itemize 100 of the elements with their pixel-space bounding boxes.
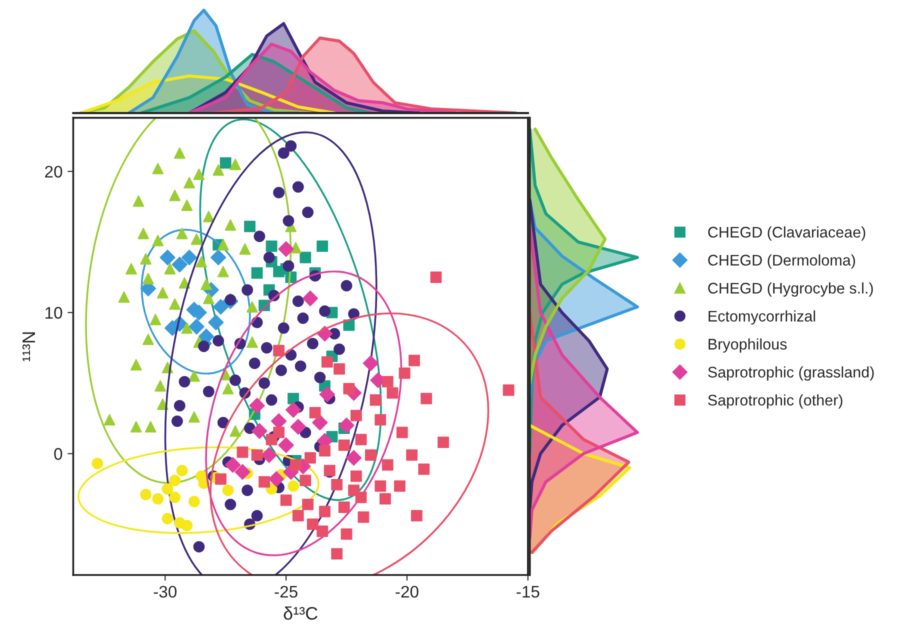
point <box>410 510 422 522</box>
point <box>396 426 408 438</box>
point <box>184 177 196 188</box>
point <box>285 402 302 418</box>
point <box>152 162 164 174</box>
point <box>254 230 266 242</box>
point <box>278 322 290 334</box>
point <box>212 335 224 346</box>
point <box>239 243 251 255</box>
point <box>251 510 263 522</box>
point <box>242 484 254 496</box>
point <box>160 250 176 266</box>
legend-label: CHEGD (Dermoloma) <box>708 254 856 269</box>
point <box>292 296 304 307</box>
legend-label: Ectomycorrhizal <box>708 310 816 325</box>
x-tick-label: -25 <box>274 586 298 598</box>
y-tick-label: 10 <box>46 306 62 319</box>
point <box>172 256 188 272</box>
point <box>252 423 268 439</box>
point <box>234 464 250 480</box>
point <box>374 480 386 492</box>
point <box>290 242 302 254</box>
point <box>244 220 256 232</box>
x-tick-label: -30 <box>154 586 177 598</box>
point <box>258 377 270 389</box>
point <box>266 394 278 406</box>
point <box>174 147 186 159</box>
point <box>172 415 183 427</box>
point <box>386 387 398 399</box>
point <box>408 354 420 366</box>
point <box>150 314 162 326</box>
point <box>297 312 309 324</box>
point <box>266 240 278 252</box>
point <box>300 252 312 264</box>
point <box>157 287 168 298</box>
point <box>178 376 190 388</box>
point <box>302 206 314 218</box>
point <box>280 494 292 506</box>
point <box>355 434 367 446</box>
point <box>169 190 181 202</box>
x-tick-label: -20 <box>396 586 418 598</box>
point <box>212 164 224 176</box>
point <box>261 447 277 463</box>
point <box>162 483 174 495</box>
point <box>290 459 302 471</box>
legend-label: CHEGD (Hygrocybe s.l.) <box>708 282 873 297</box>
point <box>202 292 214 304</box>
point <box>169 474 181 486</box>
point <box>268 471 284 487</box>
point <box>210 250 226 266</box>
point <box>181 200 193 211</box>
point <box>340 280 352 292</box>
point <box>126 263 137 274</box>
point <box>273 344 285 356</box>
point <box>334 363 345 375</box>
point <box>152 234 164 246</box>
point <box>306 338 318 350</box>
point <box>278 147 290 159</box>
point <box>382 459 394 471</box>
point <box>190 233 202 245</box>
point <box>248 358 260 370</box>
point <box>242 284 254 296</box>
point <box>222 484 234 496</box>
x-tick-label: -15 <box>516 586 540 598</box>
point <box>276 364 287 376</box>
point <box>314 372 326 384</box>
point <box>348 484 360 496</box>
point <box>176 464 188 476</box>
point <box>420 392 432 404</box>
point <box>92 458 104 470</box>
y-tick-label: 0 <box>54 448 62 460</box>
point <box>220 157 232 169</box>
point <box>294 360 306 372</box>
point <box>338 502 350 513</box>
point <box>380 493 391 504</box>
point <box>104 414 116 426</box>
point <box>130 421 142 433</box>
legend-label: Saprotrophic (grassland) <box>708 366 874 381</box>
point <box>249 398 265 414</box>
legend-label: CHEGD (Clavariaceae) <box>708 226 866 241</box>
point <box>162 512 174 524</box>
point <box>181 322 193 334</box>
point <box>258 476 270 488</box>
point <box>288 480 300 492</box>
point <box>346 450 362 466</box>
point <box>236 446 248 458</box>
point <box>438 436 449 448</box>
point <box>196 256 208 268</box>
point <box>230 374 241 386</box>
point <box>292 510 304 522</box>
point <box>316 240 328 252</box>
point <box>319 305 330 317</box>
point <box>217 239 229 250</box>
point <box>142 334 154 346</box>
point <box>224 498 236 510</box>
point <box>230 158 241 170</box>
point <box>306 518 318 530</box>
point <box>312 414 328 430</box>
point <box>188 411 200 423</box>
point <box>365 449 376 461</box>
